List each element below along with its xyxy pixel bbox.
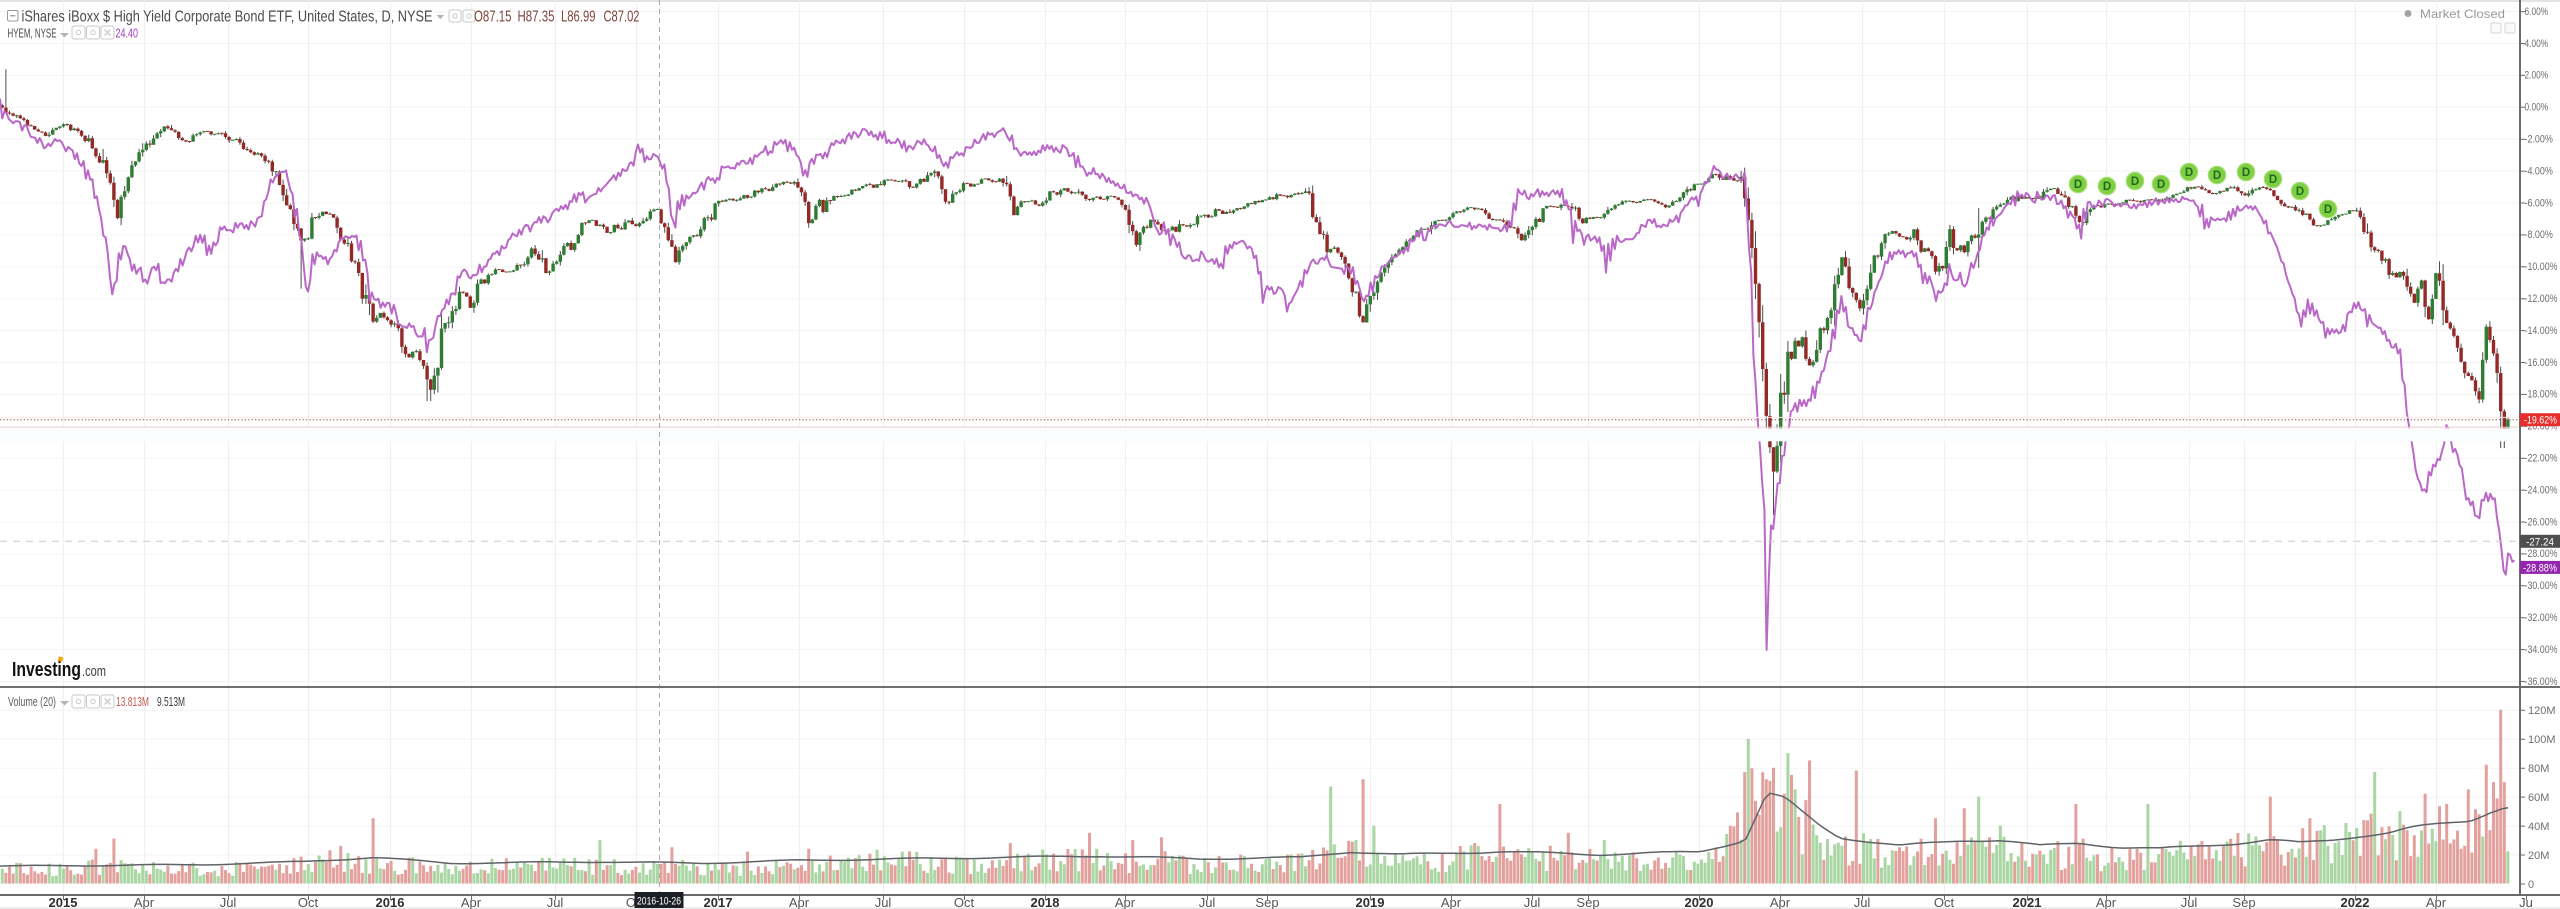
svg-text:O87.15: O87.15 [474, 9, 512, 26]
svg-text:2020: 2020 [1685, 895, 1714, 909]
svg-text:Jul: Jul [220, 895, 237, 909]
svg-text:20M: 20M [2528, 850, 2549, 862]
svg-text:120M: 120M [2528, 705, 2556, 717]
svg-text:Apr: Apr [1770, 895, 1791, 909]
svg-text:100M: 100M [2528, 734, 2556, 746]
svg-text:Apr: Apr [1115, 895, 1136, 909]
svg-text:Jul: Jul [547, 895, 564, 909]
svg-text:2016: 2016 [376, 895, 405, 909]
svg-text:Jul: Jul [1199, 895, 1216, 909]
svg-text:2.00%: 2.00% [2525, 70, 2549, 82]
svg-text:D: D [2242, 167, 2250, 179]
svg-text:Volume (20): Volume (20) [8, 695, 56, 709]
svg-text:-6.00%: -6.00% [2525, 197, 2553, 209]
svg-text:Jul: Jul [1854, 895, 1871, 909]
svg-text:Apr: Apr [1441, 895, 1462, 909]
svg-text:Apr: Apr [789, 895, 810, 909]
svg-text:-22.00%: -22.00% [2525, 453, 2558, 465]
svg-text:-18.00%: -18.00% [2525, 389, 2558, 401]
svg-text:Ju: Ju [2519, 895, 2533, 909]
svg-text:-27.24: -27.24 [2526, 536, 2554, 548]
svg-text:2016-10-26: 2016-10-26 [637, 896, 681, 908]
svg-text:-28.00%: -28.00% [2525, 548, 2558, 560]
svg-text:13.813M: 13.813M [116, 695, 149, 709]
svg-text:Oct: Oct [954, 895, 975, 909]
svg-text:Apr: Apr [461, 895, 482, 909]
svg-text:Apr: Apr [2096, 895, 2117, 909]
svg-text:Sep: Sep [1255, 895, 1278, 909]
svg-text:2015: 2015 [49, 895, 78, 909]
svg-text:C87.02: C87.02 [604, 9, 640, 26]
svg-text:-28.88%: -28.88% [2523, 562, 2557, 574]
svg-text:Jul: Jul [875, 895, 892, 909]
svg-text:Jul: Jul [2181, 895, 2198, 909]
svg-text:0.00%: 0.00% [2525, 102, 2549, 114]
svg-text:-10.00%: -10.00% [2525, 261, 2558, 273]
svg-text:2017: 2017 [704, 895, 733, 909]
svg-text:H87.35: H87.35 [518, 9, 555, 26]
svg-text:D: D [2213, 170, 2221, 182]
svg-text:60M: 60M [2528, 792, 2549, 804]
svg-text:-14.00%: -14.00% [2525, 325, 2558, 337]
svg-text:-4.00%: -4.00% [2525, 165, 2553, 177]
svg-text:-32.00%: -32.00% [2525, 612, 2558, 624]
svg-text:.com: .com [82, 663, 106, 680]
svg-text:0: 0 [2528, 879, 2534, 891]
svg-text:-19.62%: -19.62% [2524, 415, 2557, 427]
svg-text:HYEM, NYSE: HYEM, NYSE [8, 27, 57, 41]
svg-text:-12.00%: -12.00% [2525, 293, 2558, 305]
svg-text:D: D [2131, 176, 2139, 188]
svg-text:-2.00%: -2.00% [2525, 134, 2553, 146]
svg-text:Market Closed: Market Closed [2420, 7, 2505, 21]
svg-text:Sep: Sep [1576, 895, 1599, 909]
svg-text:Oct: Oct [298, 895, 319, 909]
svg-text:2022: 2022 [2341, 895, 2370, 909]
svg-text:D: D [2185, 167, 2193, 179]
svg-text:-34.00%: -34.00% [2525, 644, 2558, 656]
svg-text:-30.00%: -30.00% [2525, 580, 2558, 592]
svg-text:L86.99: L86.99 [561, 9, 596, 26]
svg-text:24.40: 24.40 [116, 26, 139, 41]
svg-text:-36.00%: -36.00% [2525, 676, 2558, 688]
svg-text:2019: 2019 [1356, 895, 1385, 909]
svg-text:D: D [2157, 179, 2165, 191]
svg-text:Oct: Oct [1934, 895, 1955, 909]
svg-text:9.513M: 9.513M [157, 695, 185, 709]
svg-text:40M: 40M [2528, 821, 2549, 833]
svg-text:Jul: Jul [1524, 895, 1541, 909]
svg-text:D: D [2103, 181, 2111, 193]
svg-text:Sep: Sep [2232, 895, 2255, 909]
svg-text:Apr: Apr [2426, 895, 2447, 909]
svg-text:iShares iBoxx $ High Yield Cor: iShares iBoxx $ High Yield Corporate Bon… [22, 9, 433, 26]
svg-text:2018: 2018 [1031, 895, 1060, 909]
svg-text:D: D [2074, 179, 2082, 191]
svg-text:-24.00%: -24.00% [2525, 484, 2558, 496]
svg-text:-16.00%: -16.00% [2525, 357, 2558, 369]
svg-text:D: D [2269, 174, 2277, 186]
svg-text:-26.00%: -26.00% [2525, 516, 2558, 528]
svg-text:D: D [2324, 204, 2332, 216]
svg-text:Apr: Apr [134, 895, 155, 909]
svg-text:D: D [2296, 186, 2304, 198]
svg-text:2021: 2021 [2013, 895, 2042, 909]
svg-text:6.00%: 6.00% [2525, 6, 2549, 18]
svg-text:Investing: Investing [12, 659, 81, 681]
svg-text:4.00%: 4.00% [2525, 38, 2549, 50]
svg-text:80M: 80M [2528, 763, 2549, 775]
svg-text:-8.00%: -8.00% [2525, 229, 2553, 241]
